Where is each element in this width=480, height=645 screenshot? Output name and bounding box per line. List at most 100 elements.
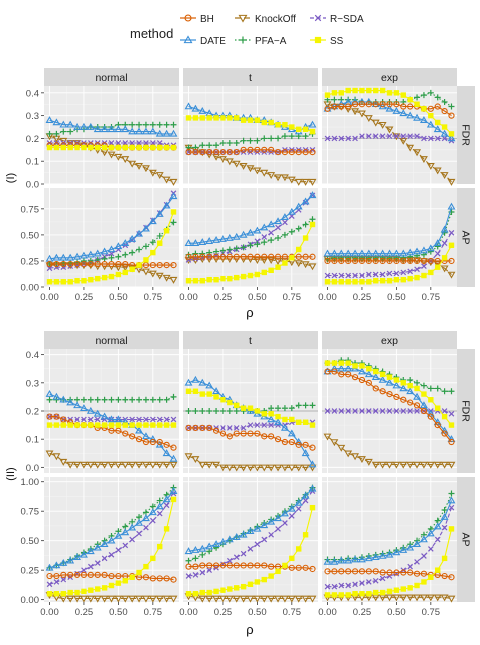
marker-circle xyxy=(60,571,67,578)
marker-triangle-down xyxy=(212,461,221,469)
marker-triangle xyxy=(287,207,296,215)
marker-square xyxy=(185,591,192,597)
marker-triangle-down xyxy=(141,595,150,603)
marker-circle xyxy=(434,257,441,265)
marker-triangle-down xyxy=(205,461,214,469)
marker-circle xyxy=(302,441,309,448)
marker-triangle xyxy=(371,553,380,560)
marker-triangle-down xyxy=(260,169,269,177)
marker-cross xyxy=(345,408,351,414)
marker-square xyxy=(296,419,302,425)
strip-label: AP xyxy=(460,532,472,546)
marker-triangle xyxy=(433,522,442,530)
marker-plus xyxy=(275,405,282,412)
marker-square xyxy=(95,144,101,151)
y-tick-label: 0.4 xyxy=(26,350,39,361)
marker-circle xyxy=(372,385,379,392)
marker-circle xyxy=(199,424,206,432)
marker-square xyxy=(185,278,192,284)
y-tick-label: 0.0 xyxy=(26,463,39,474)
marker-plus xyxy=(213,248,220,255)
marker-square xyxy=(407,382,413,389)
marker-triangle xyxy=(80,550,88,558)
marker-triangle xyxy=(406,111,415,119)
marker-square xyxy=(448,242,455,249)
marker-triangle xyxy=(399,109,408,117)
marker-plus xyxy=(156,232,163,239)
marker-triangle xyxy=(330,557,339,565)
marker-cross xyxy=(372,408,379,414)
marker-triangle-down xyxy=(337,444,346,452)
marker-plus xyxy=(309,216,316,223)
marker-cross xyxy=(170,416,177,423)
marker-triangle-down xyxy=(294,464,303,472)
marker-circle xyxy=(184,14,192,22)
marker-triangle xyxy=(280,423,289,431)
marker-circle xyxy=(212,427,220,434)
marker-triangle-down xyxy=(198,595,207,603)
marker-plus xyxy=(427,248,434,255)
marker-cross xyxy=(136,416,142,423)
marker-triangle xyxy=(128,234,137,242)
marker-circle xyxy=(331,103,338,110)
marker-triangle-down xyxy=(114,264,123,272)
series-DATE xyxy=(45,116,178,137)
marker-circle xyxy=(351,101,359,108)
marker-square xyxy=(247,117,254,123)
marker-square xyxy=(53,422,60,428)
marker-cross xyxy=(372,271,379,278)
series-line xyxy=(188,595,313,600)
marker-circle xyxy=(420,407,428,415)
row-strip-ap: AP xyxy=(457,477,475,602)
marker-triangle xyxy=(371,373,380,380)
marker-cross xyxy=(233,425,240,431)
marker-cross xyxy=(122,542,129,549)
marker-triangle-down xyxy=(100,595,109,603)
legend-label: R−SDA xyxy=(330,14,364,25)
marker-triangle xyxy=(426,120,435,128)
marker-plus xyxy=(185,557,192,564)
marker-triangle xyxy=(128,127,137,135)
marker-square xyxy=(296,546,302,552)
legend-label: SS xyxy=(330,36,344,47)
marker-triangle xyxy=(107,536,116,544)
marker-triangle xyxy=(212,540,221,548)
marker-plus xyxy=(448,490,455,497)
marker-square xyxy=(414,274,420,281)
marker-triangle xyxy=(59,253,68,261)
panel-0-FDR-t xyxy=(183,86,318,186)
marker-cross xyxy=(150,416,156,423)
marker-square xyxy=(122,578,128,584)
series-line xyxy=(188,194,313,244)
y-tick-label: 0.75 xyxy=(21,204,40,215)
marker-square xyxy=(296,246,302,253)
marker-triangle xyxy=(447,134,456,142)
marker-cross xyxy=(359,408,365,414)
marker-square xyxy=(129,266,135,272)
marker-square xyxy=(247,581,254,588)
x-tick-label: 0.25 xyxy=(353,292,372,303)
marker-triangle xyxy=(399,249,408,257)
marker-circle xyxy=(156,262,163,269)
marker-circle xyxy=(46,572,53,580)
marker-cross xyxy=(448,504,455,511)
marker-cross xyxy=(108,140,115,146)
marker-cross xyxy=(428,546,434,552)
marker-square xyxy=(220,587,226,593)
marker-triangle xyxy=(323,249,332,257)
marker-plus xyxy=(288,133,295,140)
marker-triangle xyxy=(148,217,157,225)
marker-triangle-down xyxy=(385,461,394,469)
legend-item: KnockOff xyxy=(235,14,296,25)
marker-cross xyxy=(275,526,281,532)
marker-circle xyxy=(247,253,254,260)
marker-circle xyxy=(372,568,379,575)
marker-circle xyxy=(413,402,421,409)
series-R−SDA xyxy=(324,504,455,590)
series-line xyxy=(327,206,453,255)
marker-square xyxy=(393,90,400,96)
panel-background xyxy=(322,477,457,602)
marker-triangle xyxy=(169,487,178,494)
marker-circle xyxy=(46,260,53,268)
marker-triangle xyxy=(93,543,102,551)
